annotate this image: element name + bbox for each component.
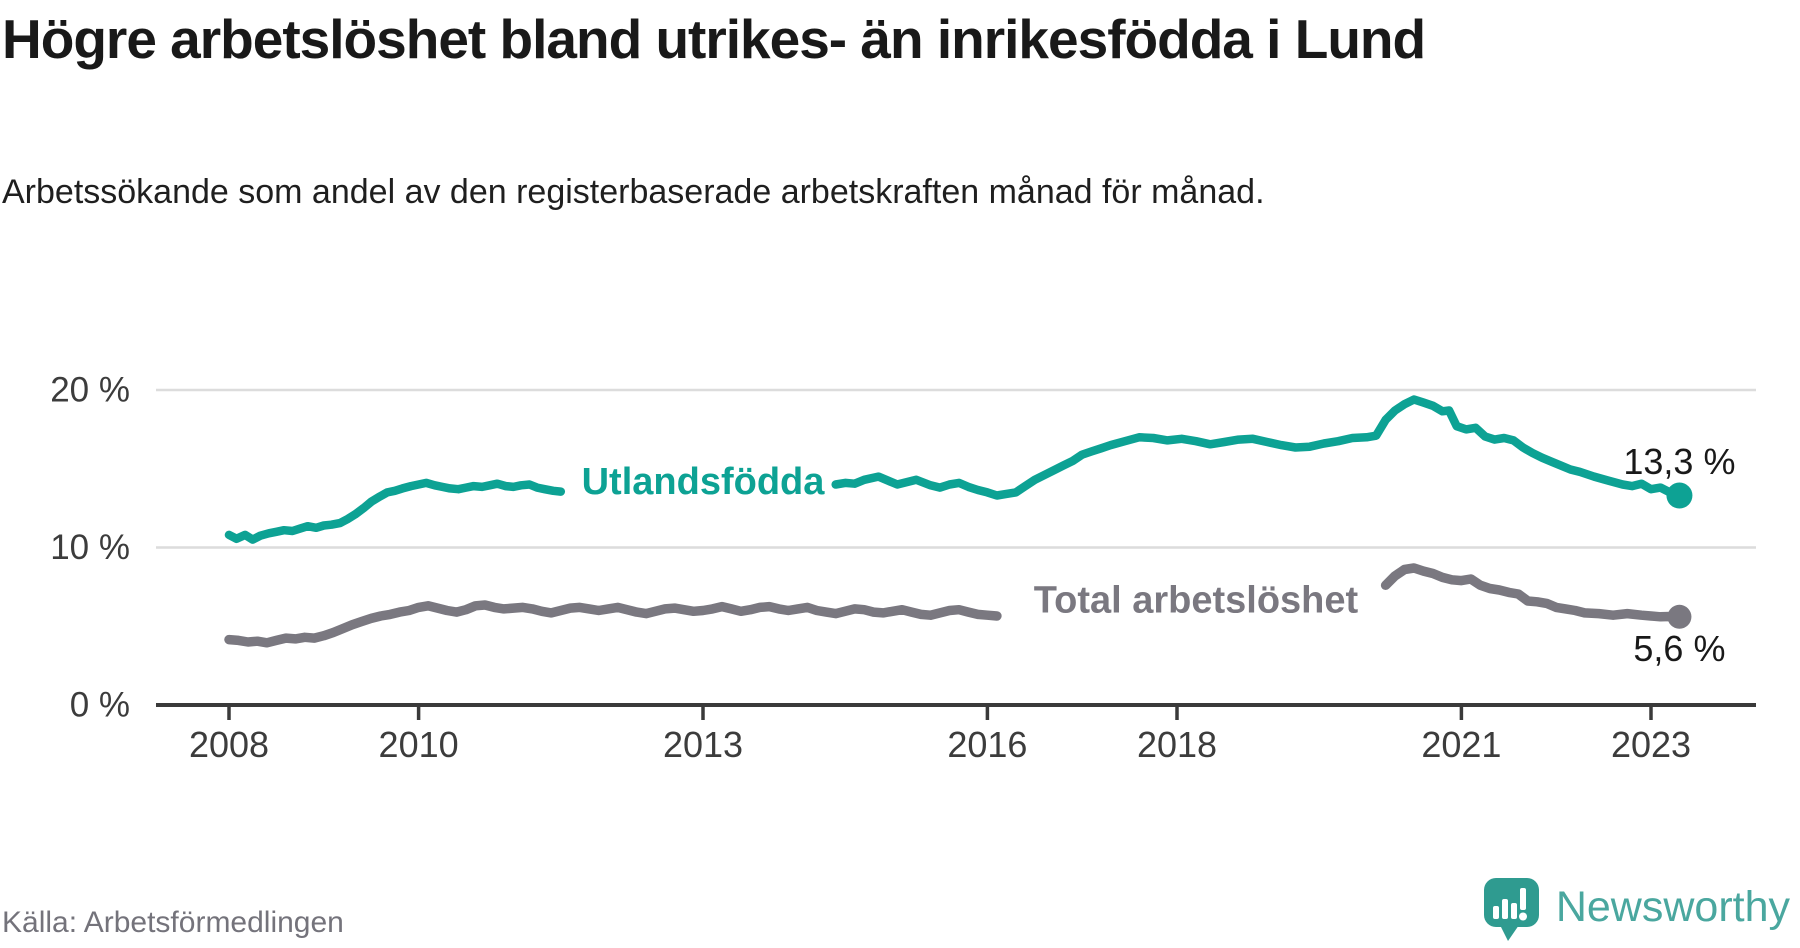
x-tick-label: 2008 (189, 724, 269, 765)
x-tick-label: 2018 (1137, 724, 1217, 765)
source-note: Källa: Arbetsförmedlingen (2, 906, 344, 939)
newsworthy-logo[interactable]: Newsworthy (1483, 878, 1790, 942)
x-axis (156, 703, 1756, 720)
series-line-total (224, 600, 1002, 648)
series-end-dot (1667, 604, 1692, 629)
y-tick-label: 10 % (50, 528, 130, 567)
chart-subtitle: Arbetssökande som andel av den registerb… (2, 173, 1265, 211)
chart-labels: 0 % 10 % 20 % 2008 2010 2013 2016 2018 2021 2023 U… (50, 371, 1735, 766)
y-tick-label: 0 % (70, 686, 130, 725)
x-tick-label: 2023 (1611, 724, 1691, 765)
chart-title: Högre arbetslöshet bland utrikes- än inr… (2, 8, 1426, 70)
series-end-value-label: 13,3 % (1623, 441, 1735, 482)
series-inline-label: Total arbetslöshet (1034, 579, 1359, 621)
series-line-utlandsfodda (831, 395, 1684, 500)
x-tick-label: 2021 (1421, 724, 1501, 765)
brand-name: Newsworthy (1555, 883, 1790, 931)
x-tick-label: 2013 (663, 724, 743, 765)
y-tick-label: 20 % (50, 371, 130, 410)
newsworthy-bar-chart-icon (1483, 878, 1539, 941)
series-lines (224, 395, 1693, 648)
series-line-utlandsfodda (224, 478, 566, 544)
series-inline-label: Utlandsfödda (582, 461, 826, 503)
series-line-total (1380, 563, 1685, 622)
x-tick-label: 2010 (379, 724, 459, 765)
series-end-dot (1666, 482, 1693, 509)
x-tick-label: 2016 (947, 724, 1027, 765)
series-end-value-label: 5,6 % (1633, 628, 1725, 669)
gridlines (156, 388, 1756, 549)
